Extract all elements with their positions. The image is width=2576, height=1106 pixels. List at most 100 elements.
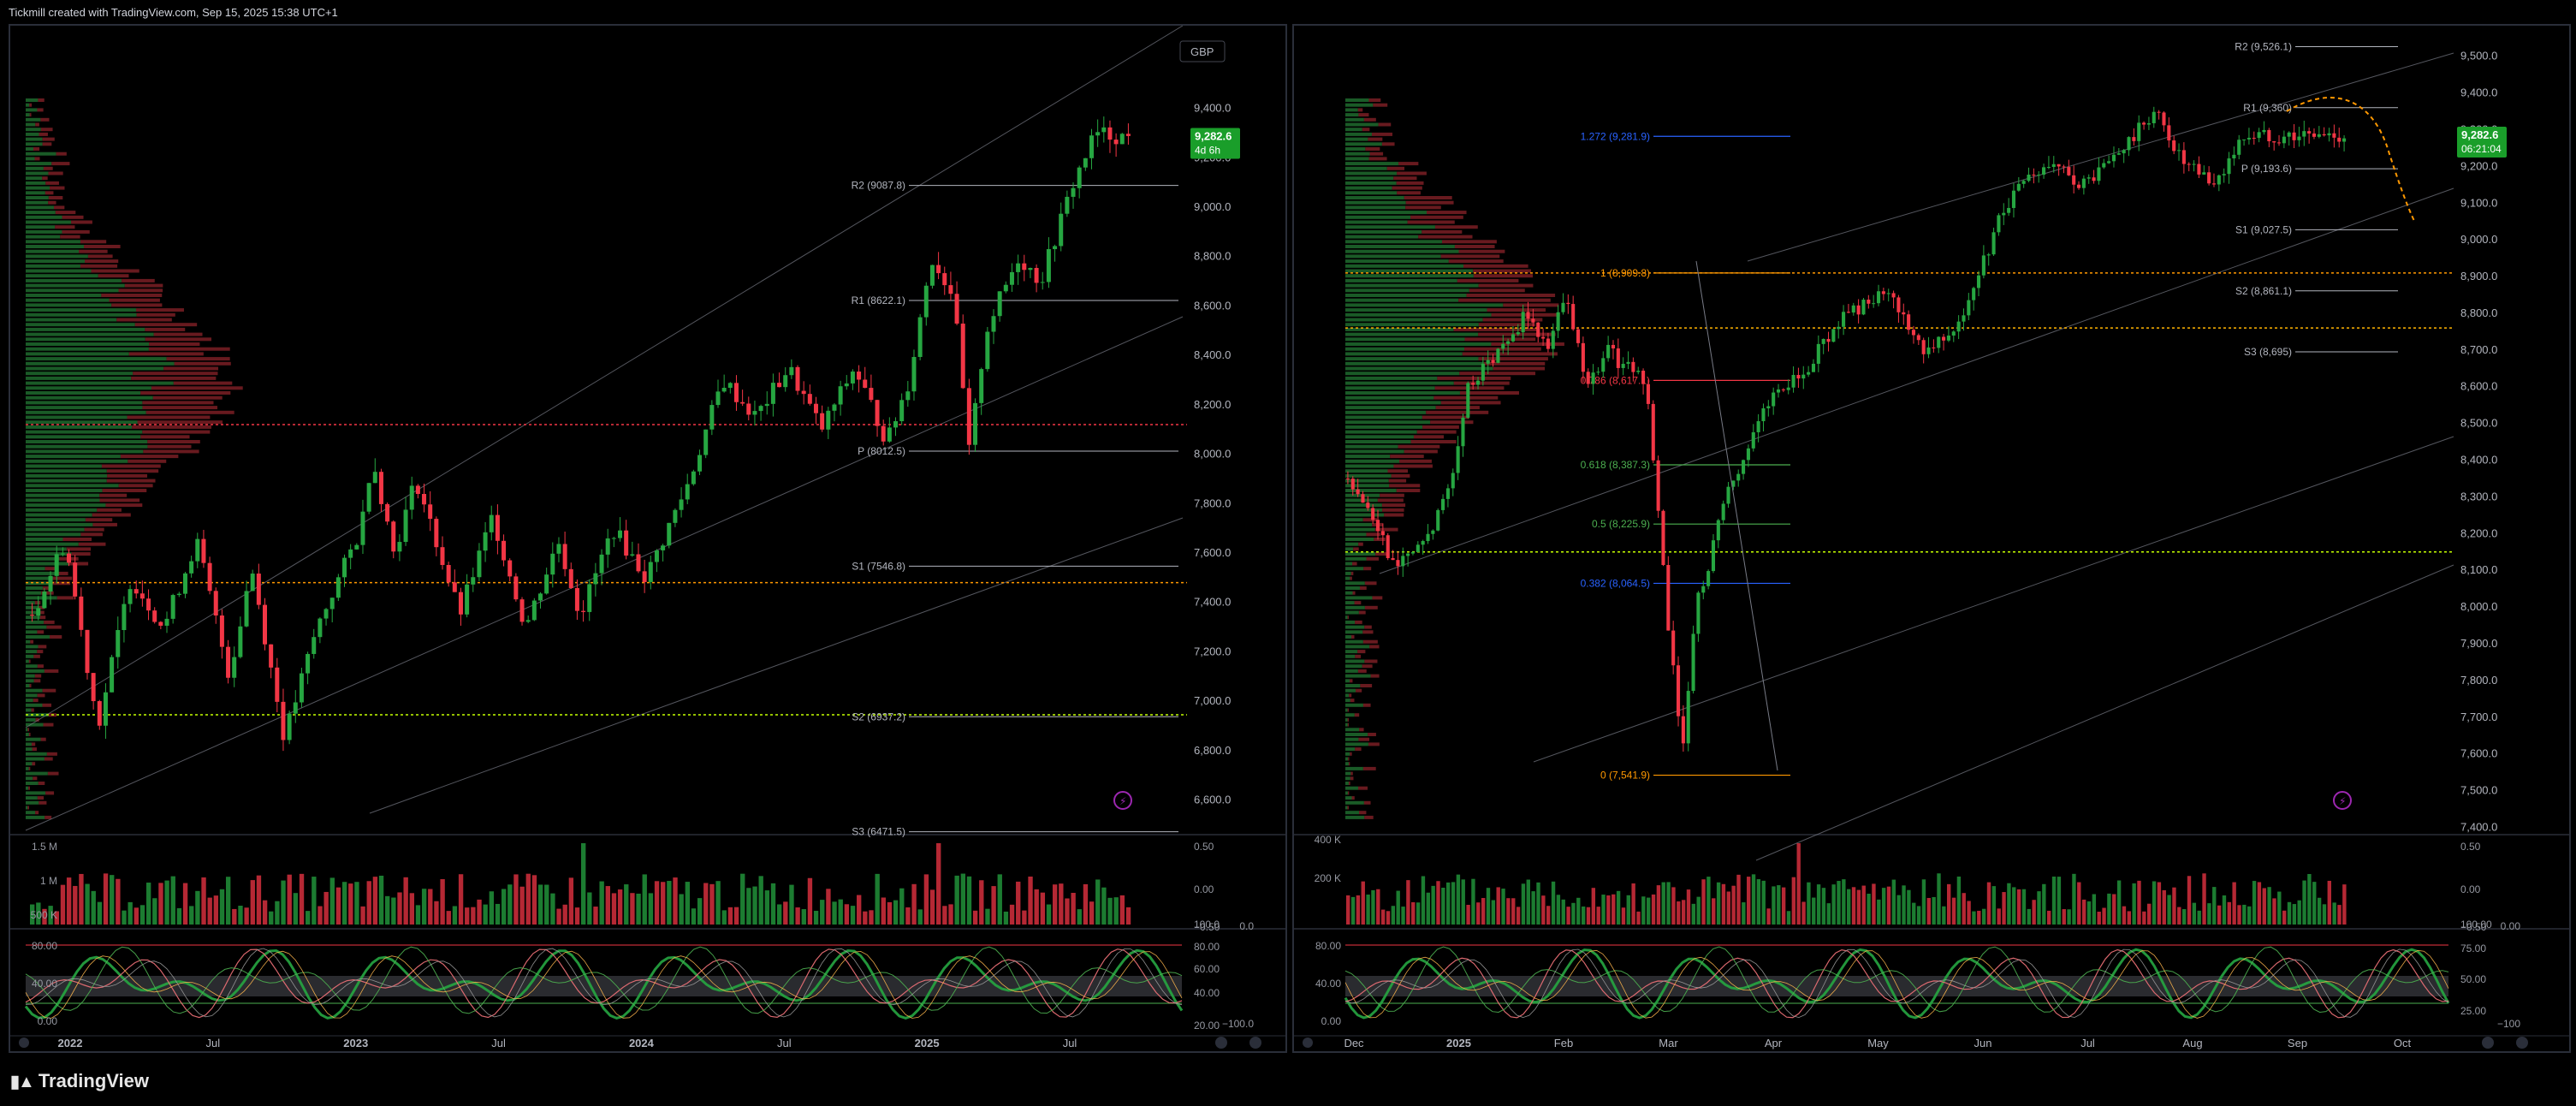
candle-body [1886,293,1890,294]
candle-body [685,484,690,500]
volume-profile-down-bar [42,137,55,141]
volume-bar [568,877,574,925]
volume-profile-down-bar [85,259,119,264]
candle-body [489,514,494,532]
volume-profile-down-bar [137,420,223,425]
volume-bar [471,907,476,925]
volume-profile-down-bar [35,811,39,815]
volume-profile-up-bar [1345,264,1464,268]
volume-profile-up-bar [26,455,121,459]
candle-body [250,574,255,592]
volume-profile-down-bar [105,503,143,508]
volume-bar [801,909,806,925]
volume-bar [1677,901,1681,925]
volume-profile-up-bar [26,620,45,624]
candle-body [232,657,237,678]
volume-bar [1781,887,1786,925]
volume-profile-up-bar [26,323,135,327]
trend-channel-line [369,517,1184,814]
volume-profile-down-bar [71,552,91,556]
price-axis-label: 7,800.0 [1194,497,1231,509]
volume-profile-up-bar [1345,625,1365,629]
volume-profile-down-bar [35,122,39,127]
volume-profile-up-bar [1345,699,1350,703]
volume-bar [366,881,371,925]
volume-profile-up-bar [1345,473,1392,478]
candle-body [850,372,855,384]
volume-bar [1981,908,1986,925]
volume-profile-up-bar [26,498,100,502]
volume-profile-down-bar [84,527,104,532]
candle-body [2197,164,2201,175]
volume-profile-down-bar [48,196,63,199]
volume-profile-up-bar [1345,664,1362,669]
volume-profile-down-bar [1397,171,1427,175]
volume-bar [929,889,935,925]
volume-profile-down-bar [1405,205,1441,210]
candle-body [1621,364,1625,368]
volume-profile-up-bar [1345,444,1398,449]
tradingview-logo[interactable]: ▮▲ TradingView [10,1070,149,1092]
volume-bar [531,875,537,925]
volume-profile-down-bar [1441,240,1497,244]
left-chart-svg[interactable]: R2 (9087.8) R1 (8622.1) P (8012.5) S1 (7546… [10,26,1285,1051]
volume-profile-down-bar [1458,249,1505,253]
candle-body [1856,305,1861,315]
volume-profile-up-bar [26,703,43,707]
volume-bar [1506,898,1511,925]
time-axis-label: 2024 [629,1037,655,1050]
time-axis-label: Jul [2080,1037,2095,1050]
volume-profile-down-bar [39,132,48,136]
oscillator-left-label: 40.00 [32,978,57,990]
volume-bar [465,907,470,925]
candle-body [1350,479,1355,490]
volume-profile-up-bar [26,122,36,127]
candle-body [2016,183,2021,191]
volume-bar [2252,881,2257,925]
volume-bar [1926,897,1931,925]
volume-bar [2122,906,2127,925]
volume-bar [2297,900,2301,925]
candle-body [1656,460,1660,511]
volume-profile-down-bar [42,176,48,181]
candle-body [2232,154,2236,159]
oscillator-line [25,948,1183,1019]
volume-bar [1009,904,1015,925]
candle-body [605,538,610,555]
volume-profile-up-bar [1345,200,1406,205]
volume-profile-up-bar [1345,312,1492,317]
volume-profile-up-bar [26,762,33,766]
volume-bar [507,884,513,925]
candle-body [636,554,641,572]
candle-body [1826,338,1831,342]
pivot-label: R2 (9,526.1) [2235,41,2292,53]
left-chart-panel[interactable]: R2 (9087.8) R1 (8622.1) P (8012.5) S1 (7546… [9,24,1287,1053]
candle-body [1511,334,1516,342]
volume-profile-down-bar [31,708,34,712]
volume-profile-up-bar [1345,776,1350,781]
right-chart-svg[interactable]: R2 (9,526.1) R1 (9,360) P (9,193.6) S1 (9,0… [1294,26,2569,1051]
volume-profile-down-bar [33,679,41,683]
volume-profile-up-bar [1345,469,1388,473]
volume-profile-up-bar [26,650,38,654]
volume-bar [489,891,495,925]
volume-profile-up-bar [1345,113,1359,117]
candle-body [1837,326,1841,330]
volume-bar [832,901,837,925]
volume-profile-down-bar [1347,806,1349,810]
candle-body [1481,363,1485,381]
volume-profile-up-bar [1345,323,1479,327]
price-axis-label: 8,700.0 [2460,343,2497,356]
volume-profile-down-bar [1350,771,1353,776]
volume-profile-up-bar [26,771,48,776]
volume-profile-down-bar [1369,152,1384,156]
candle-body [1991,232,1996,255]
volume-profile-down-bar [1430,420,1474,425]
volume-profile-up-bar [26,108,38,112]
candle-body [531,600,537,621]
volume-bar [1847,889,1851,925]
candle-body [1731,480,1736,487]
right-chart-panel[interactable]: R2 (9,526.1) R1 (9,360) P (9,193.6) S1 (9,0… [1292,24,2571,1053]
volume-profile-up-bar [1345,703,1363,707]
volume-bar [1641,896,1646,925]
